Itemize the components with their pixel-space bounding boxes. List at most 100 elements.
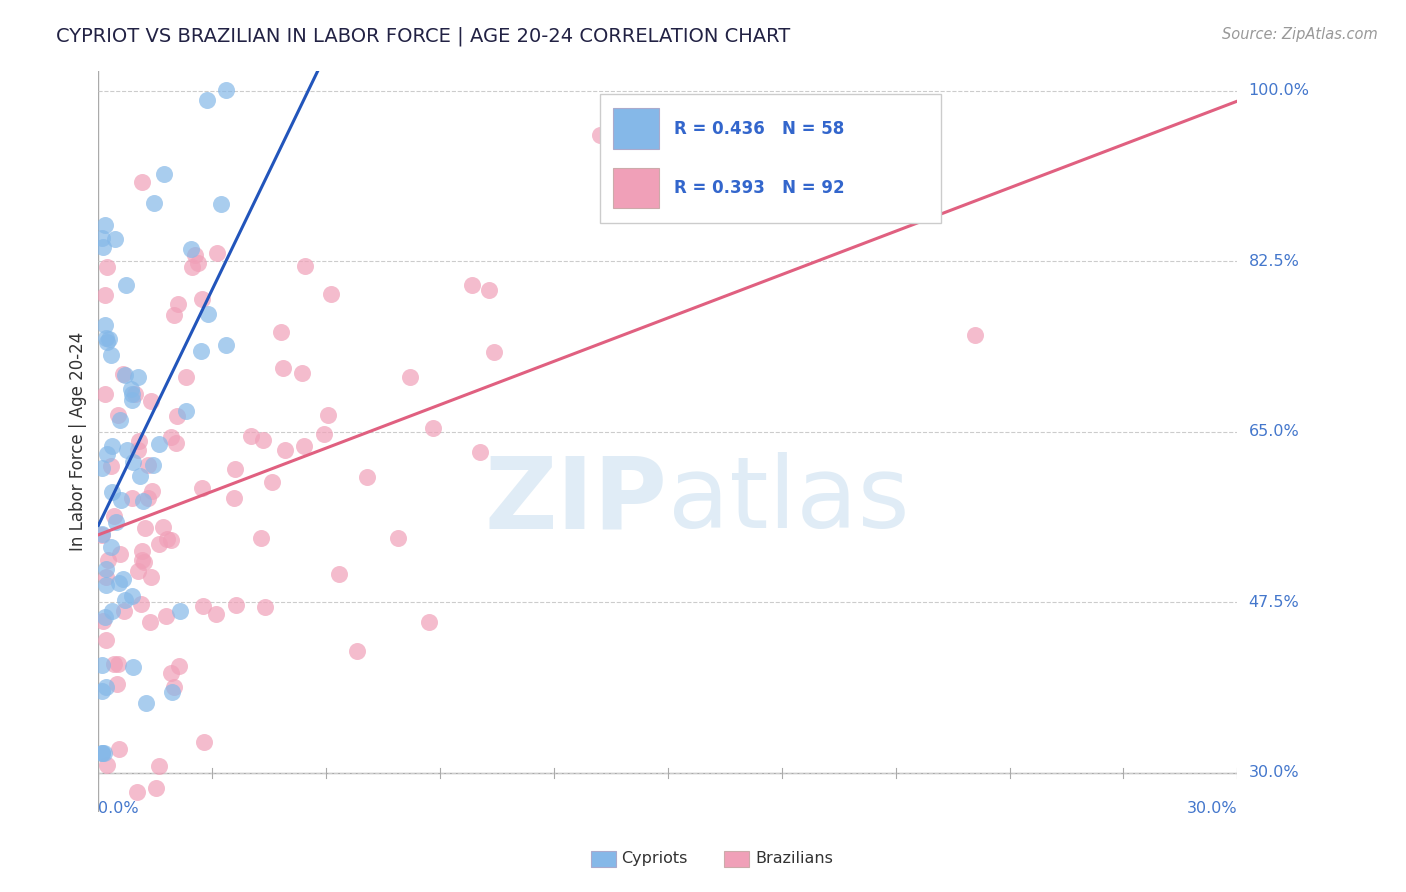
- Point: [136, 491, 159, 506]
- Point: [134, 555, 156, 569]
- Point: [422, 420, 444, 434]
- Point: [111, 367, 134, 381]
- Point: [104, 515, 127, 529]
- Point: [100, 458, 122, 473]
- Point: [94, 288, 117, 302]
- Point: [96, 260, 118, 274]
- Point: [319, 287, 342, 301]
- Point: [165, 436, 187, 450]
- FancyBboxPatch shape: [599, 94, 941, 223]
- Point: [162, 680, 184, 694]
- Point: [270, 325, 292, 339]
- Point: [91, 528, 114, 542]
- Point: [205, 246, 228, 260]
- Point: [169, 604, 191, 618]
- Point: [91, 658, 114, 673]
- Point: [107, 657, 129, 671]
- Point: [271, 361, 294, 376]
- Point: [100, 541, 122, 555]
- Point: [152, 519, 174, 533]
- Point: [91, 240, 114, 254]
- Point: [135, 697, 157, 711]
- Text: Cypriots: Cypriots: [621, 852, 688, 866]
- Point: [127, 370, 149, 384]
- Point: [225, 598, 247, 612]
- Point: [167, 297, 190, 311]
- Point: [139, 570, 162, 584]
- Point: [121, 589, 143, 603]
- Point: [108, 575, 131, 590]
- Point: [148, 759, 170, 773]
- Point: [356, 469, 378, 483]
- Text: 100.0%: 100.0%: [1249, 83, 1309, 98]
- Point: [191, 481, 214, 495]
- Point: [110, 547, 132, 561]
- Point: [195, 94, 218, 108]
- Point: [187, 256, 209, 270]
- Point: [94, 386, 117, 401]
- Point: [190, 343, 212, 358]
- Point: [129, 597, 152, 611]
- Point: [160, 666, 183, 681]
- Point: [197, 307, 219, 321]
- Point: [129, 469, 152, 483]
- Point: [93, 610, 115, 624]
- Point: [963, 328, 986, 343]
- Point: [136, 458, 159, 473]
- Point: [121, 387, 143, 401]
- Point: [183, 248, 205, 262]
- Point: [121, 393, 143, 408]
- Point: [112, 572, 135, 586]
- Point: [180, 243, 202, 257]
- Point: [155, 609, 177, 624]
- Point: [160, 533, 183, 547]
- Point: [103, 657, 125, 672]
- Text: 82.5%: 82.5%: [1249, 254, 1299, 268]
- Point: [97, 553, 120, 567]
- Point: [121, 491, 143, 505]
- Point: [96, 335, 118, 350]
- Point: [120, 382, 142, 396]
- Point: [134, 521, 156, 535]
- Point: [98, 333, 121, 347]
- Point: [312, 426, 335, 441]
- Point: [128, 434, 150, 448]
- Point: [108, 742, 131, 756]
- Point: [121, 455, 143, 469]
- Point: [94, 633, 117, 648]
- Point: [91, 614, 114, 628]
- Point: [105, 677, 128, 691]
- Point: [191, 292, 214, 306]
- Point: [252, 434, 274, 448]
- Point: [193, 599, 215, 613]
- Point: [112, 604, 135, 618]
- Point: [93, 746, 115, 760]
- Point: [240, 428, 263, 442]
- Point: [224, 462, 246, 476]
- Point: [104, 232, 127, 246]
- Point: [142, 458, 165, 472]
- Point: [94, 218, 117, 232]
- Point: [114, 278, 136, 293]
- Point: [156, 532, 179, 546]
- Point: [96, 447, 118, 461]
- Point: [139, 394, 162, 409]
- Point: [468, 444, 491, 458]
- Point: [291, 366, 314, 380]
- Point: [328, 566, 350, 581]
- Point: [160, 684, 183, 698]
- Point: [114, 368, 136, 383]
- Point: [100, 485, 122, 500]
- Point: [91, 746, 114, 760]
- Point: [205, 607, 228, 621]
- Point: [318, 408, 340, 422]
- Point: [127, 443, 149, 458]
- Point: [93, 318, 115, 332]
- Point: [103, 509, 125, 524]
- Point: [141, 484, 163, 499]
- Point: [152, 167, 174, 181]
- FancyBboxPatch shape: [613, 108, 659, 149]
- Point: [148, 436, 170, 450]
- Point: [127, 564, 149, 578]
- Point: [96, 758, 118, 772]
